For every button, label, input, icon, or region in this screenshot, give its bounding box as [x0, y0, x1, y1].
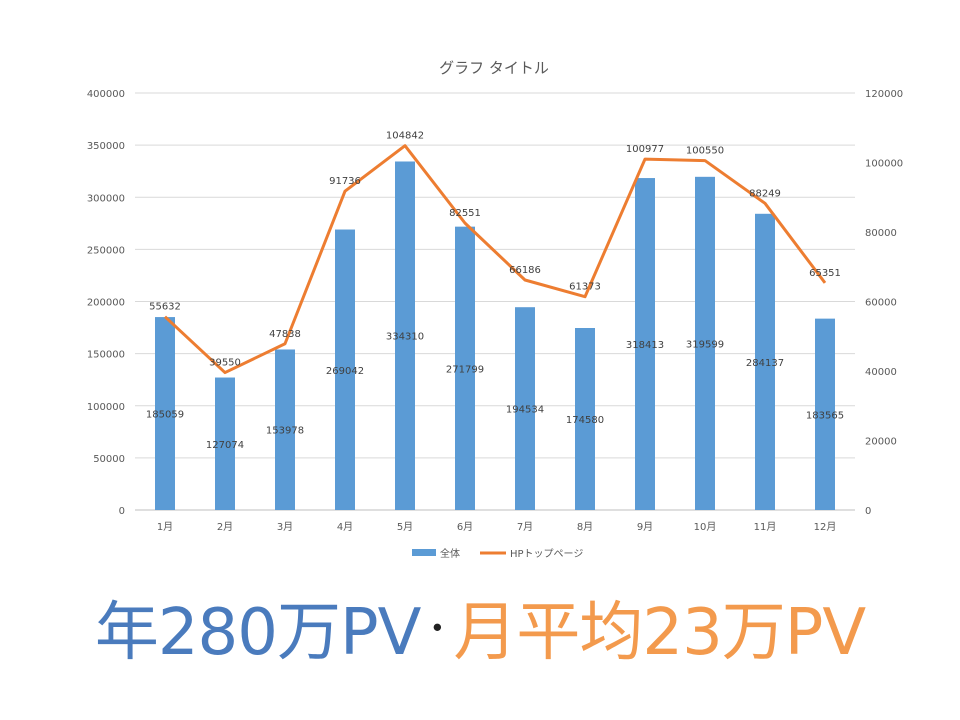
bar: [575, 328, 595, 510]
line-series: 55632 39550 47838 91736 104842 82551 66186 6137…: [149, 131, 841, 375]
bar-value-label: 194534: [506, 405, 544, 416]
line-value-label: 61373: [569, 282, 601, 293]
category-label: 12月: [814, 521, 837, 533]
headline-monthly: 月平均23万PV: [453, 596, 866, 670]
bar-value-label: 318413: [626, 340, 664, 351]
category-label: 1月: [157, 521, 173, 533]
bar-value-label: 183565: [806, 410, 844, 421]
left-tick-label: 0: [119, 506, 125, 517]
right-tick-label: 120000: [865, 89, 903, 100]
line-value-label: 100977: [626, 144, 664, 155]
category-label: 7月: [517, 521, 533, 533]
bar-value-label: 127074: [206, 440, 244, 451]
bar: [275, 349, 295, 510]
bar: [455, 226, 475, 510]
line-value-label: 91736: [329, 176, 361, 187]
category-label: 11月: [754, 521, 777, 533]
category-label: 9月: [637, 521, 653, 533]
left-tick-label: 200000: [87, 298, 125, 309]
line-value-label: 100550: [686, 146, 724, 157]
legend-bar-label: 全体: [440, 547, 460, 560]
left-tick-label: 150000: [87, 350, 125, 361]
left-tick-label: 350000: [87, 141, 125, 152]
bar-series: 185059 127074 153978 269042 334310 271799 1945…: [146, 161, 844, 511]
headline-separator: ･: [426, 604, 448, 655]
headline: 年280万PV ･月平均23万PV: [0, 582, 960, 678]
line-value-label: 82551: [449, 208, 481, 219]
legend: 全体 HPトップページ: [412, 547, 583, 560]
bar: [815, 318, 835, 510]
legend-line-label: HPトップページ: [510, 548, 583, 560]
line-value-label: 55632: [149, 302, 181, 313]
category-label: 3月: [277, 521, 293, 533]
right-tick-label: 20000: [865, 437, 897, 448]
line-value-label: 65351: [809, 268, 841, 279]
bar-value-label: 269042: [326, 366, 364, 377]
bar: [155, 317, 175, 510]
category-label: 5月: [397, 521, 413, 533]
bar-value-label: 185059: [146, 410, 184, 421]
right-axis-ticks: 0 20000 40000 60000 80000 100000 120000: [865, 89, 903, 517]
right-tick-label: 60000: [865, 298, 897, 309]
line-value-label: 88249: [749, 188, 781, 199]
category-label: 10月: [694, 521, 717, 533]
left-tick-label: 250000: [87, 245, 125, 256]
category-label: 2月: [217, 521, 233, 533]
headline-annual: 年280万PV: [94, 596, 422, 670]
bar-value-label: 284137: [746, 358, 784, 369]
left-tick-label: 50000: [93, 454, 125, 465]
gridlines: [135, 92, 855, 511]
right-tick-label: 80000: [865, 228, 897, 239]
bar-value-label: 174580: [566, 415, 604, 426]
bar-value-label: 153978: [266, 426, 304, 437]
right-tick-label: 0: [865, 506, 871, 517]
category-labels: 1月 2月 3月 4月 5月 6月 7月 8月 9月 10月 11月 12月: [157, 521, 837, 533]
line-path: [163, 144, 827, 375]
line-value-label: 47838: [269, 329, 301, 340]
left-axis-ticks: 0 50000 100000 150000 200000 250000 300000 3500…: [87, 89, 125, 517]
bar: [635, 178, 655, 510]
category-label: 4月: [337, 521, 353, 533]
bar: [335, 229, 355, 510]
chart-title: グラフ タイトル: [439, 59, 549, 77]
bar: [515, 307, 535, 510]
bar: [215, 377, 235, 510]
right-tick-label: 100000: [865, 159, 903, 170]
bar: [755, 213, 775, 510]
combo-chart: グラフ タイトル 0500001000001500002000002500003…: [87, 59, 903, 560]
line-value-label: 104842: [386, 131, 424, 142]
legend-bar-swatch: [412, 549, 436, 556]
bar: [395, 161, 415, 511]
line-value-label: 66186: [509, 265, 541, 276]
bar-value-label: 271799: [446, 364, 484, 375]
bar-value-label: 334310: [386, 332, 424, 343]
right-tick-label: 40000: [865, 367, 897, 378]
bar-value-label: 319599: [686, 339, 724, 350]
category-label: 8月: [577, 521, 593, 533]
category-label: 6月: [457, 521, 473, 533]
left-tick-label: 400000: [87, 89, 125, 100]
bar: [695, 176, 715, 510]
left-tick-label: 300000: [87, 193, 125, 204]
left-tick-label: 100000: [87, 402, 125, 413]
line-value-label: 39550: [209, 358, 241, 369]
